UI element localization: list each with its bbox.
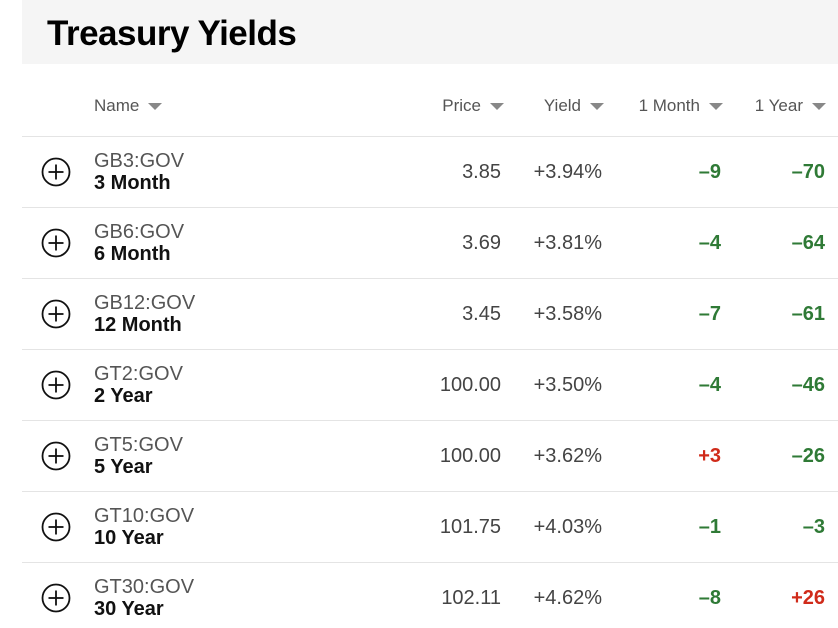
column-header-name-label: Name <box>94 96 140 115</box>
yield-value: +3.81% <box>533 232 602 254</box>
column-header-1-month[interactable]: 1 Month <box>639 76 723 136</box>
column-header-1-month-label: 1 Month <box>638 96 700 115</box>
price-value: 3.69 <box>462 232 501 254</box>
one-year-change: +26 <box>791 587 825 609</box>
price-value: 100.00 <box>439 374 501 396</box>
plus-circle-icon[interactable] <box>41 157 71 187</box>
security-cell[interactable]: GT10:GOV 10 Year <box>94 505 194 549</box>
one-month-change: –9 <box>698 161 721 183</box>
caret-down-icon <box>148 102 163 110</box>
security-cell[interactable]: GT5:GOV 5 Year <box>94 434 183 478</box>
price-value: 102.11 <box>441 587 501 609</box>
security-symbol[interactable]: GB3:GOV <box>94 150 185 172</box>
security-name: 2 Year <box>94 385 153 407</box>
security-name: 5 Year <box>94 456 153 478</box>
title-bar: Treasury Yields <box>22 0 838 64</box>
column-header-yield-label: Yield <box>543 96 581 115</box>
one-month-change: –1 <box>698 516 721 538</box>
table-row: GB6:GOV 6 Month 3.69 +3.81% –4 –64 <box>22 208 838 279</box>
one-month-change: –4 <box>698 232 721 254</box>
column-header-name[interactable]: Name <box>94 76 163 136</box>
security-cell[interactable]: GB6:GOV 6 Month <box>94 221 184 265</box>
one-year-change: –64 <box>791 232 825 254</box>
plus-circle-icon[interactable] <box>41 583 71 613</box>
plus-circle-icon[interactable] <box>41 370 71 400</box>
security-cell[interactable]: GB12:GOV 12 Month <box>94 292 195 336</box>
yield-value: +4.62% <box>533 587 602 609</box>
one-year-change: –3 <box>802 516 825 538</box>
security-symbol[interactable]: GB12:GOV <box>94 292 196 314</box>
one-year-change: –26 <box>791 445 825 467</box>
plus-circle-icon[interactable] <box>41 299 71 329</box>
price-value: 101.75 <box>439 516 501 538</box>
security-symbol[interactable]: GB6:GOV <box>94 221 185 243</box>
security-symbol[interactable]: GT2:GOV <box>94 363 183 385</box>
yields-table: Name Price Yield 1 Month 1 Year <box>22 76 838 628</box>
price-value: 3.45 <box>462 303 501 325</box>
column-header-price[interactable]: Price <box>442 76 504 136</box>
security-cell[interactable]: GT30:GOV 30 Year <box>94 576 194 620</box>
security-name: 12 Month <box>94 314 182 336</box>
table-row: GT2:GOV 2 Year 100.00 +3.50% –4 –46 <box>22 350 838 421</box>
security-symbol[interactable]: GT10:GOV <box>94 505 195 527</box>
one-month-change: –8 <box>698 587 721 609</box>
one-year-change: –46 <box>791 374 825 396</box>
price-value: 3.85 <box>462 161 501 183</box>
plus-circle-icon[interactable] <box>41 512 71 542</box>
yield-value: +3.50% <box>533 374 602 396</box>
security-cell[interactable]: GT2:GOV 2 Year <box>94 363 183 407</box>
yield-value: +3.58% <box>533 303 602 325</box>
one-year-change: –61 <box>791 303 825 325</box>
security-name: 3 Month <box>94 172 171 194</box>
column-header-1-year-label: 1 Year <box>754 96 803 115</box>
security-cell[interactable]: GB3:GOV 3 Month <box>94 150 184 194</box>
table-row: GB12:GOV 12 Month 3.45 +3.58% –7 –61 <box>22 279 838 350</box>
page-title: Treasury Yields <box>47 14 297 53</box>
one-month-change: –7 <box>698 303 721 325</box>
plus-circle-icon[interactable] <box>41 441 71 471</box>
yield-value: +3.62% <box>533 445 602 467</box>
security-name: 6 Month <box>94 243 171 265</box>
table-header: Name Price Yield 1 Month 1 Year <box>22 76 838 137</box>
plus-circle-icon[interactable] <box>41 228 71 258</box>
column-header-1-year[interactable]: 1 Year <box>755 76 826 136</box>
yield-value: +3.94% <box>533 161 602 183</box>
caret-down-icon <box>709 102 723 110</box>
price-value: 100.00 <box>439 445 501 467</box>
security-name: 10 Year <box>94 527 164 549</box>
yield-value: +4.03% <box>533 516 602 538</box>
security-name: 30 Year <box>94 598 164 620</box>
table-row: GT5:GOV 5 Year 100.00 +3.62% +3 –26 <box>22 421 838 492</box>
caret-down-icon <box>490 102 504 110</box>
column-header-price-label: Price <box>442 96 481 115</box>
table-row: GT30:GOV 30 Year 102.11 +4.62% –8 +26 <box>22 563 838 628</box>
table-body: GB3:GOV 3 Month 3.85 +3.94% –9 –70 GB6:G… <box>22 137 838 628</box>
security-symbol[interactable]: GT30:GOV <box>94 576 195 598</box>
table-row: GT10:GOV 10 Year 101.75 +4.03% –1 –3 <box>22 492 838 563</box>
one-month-change: +3 <box>698 445 721 467</box>
column-header-yield[interactable]: Yield <box>544 76 604 136</box>
one-year-change: –70 <box>791 161 825 183</box>
security-symbol[interactable]: GT5:GOV <box>94 434 183 456</box>
one-month-change: –4 <box>698 374 721 396</box>
caret-down-icon <box>590 102 604 110</box>
table-row: GB3:GOV 3 Month 3.85 +3.94% –9 –70 <box>22 137 838 208</box>
caret-down-icon <box>812 102 826 110</box>
